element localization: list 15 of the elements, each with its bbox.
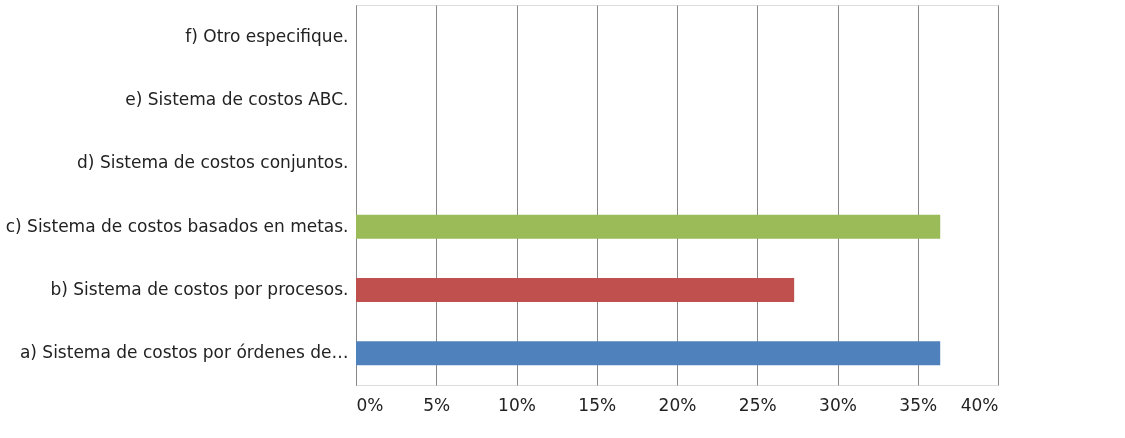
x-tick-label: 10% bbox=[498, 394, 536, 415]
y-tick-label: f) Otro especifique. bbox=[185, 25, 349, 46]
x-tick-label: 15% bbox=[578, 394, 617, 415]
y-tick-label: a) Sistema de costos por órdenes de… bbox=[19, 342, 349, 363]
x-tick-label: 35% bbox=[899, 394, 938, 415]
y-tick-label: e) Sistema de costos ABC. bbox=[125, 89, 349, 109]
x-tick-label: 20% bbox=[658, 394, 697, 415]
x-tick-label: 40% bbox=[960, 394, 999, 415]
x-tick-label: 5% bbox=[423, 394, 451, 415]
x-tick-label: 30% bbox=[819, 394, 857, 415]
y-tick-label: d) Sistema de costos conjuntos. bbox=[77, 152, 349, 173]
y-tick-label: b) Sistema de costos por procesos. bbox=[50, 279, 349, 299]
x-tick-label: 25% bbox=[738, 394, 777, 415]
y-tick-label: c) Sistema de costos basados en metas. bbox=[5, 215, 349, 236]
x-tick-label: 0% bbox=[356, 394, 384, 415]
